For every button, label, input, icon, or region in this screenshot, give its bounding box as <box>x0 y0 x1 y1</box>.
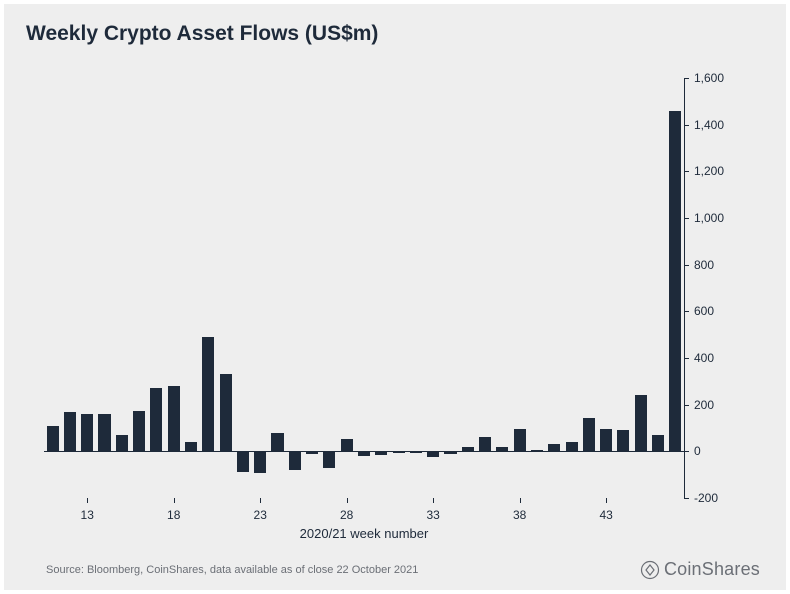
bar <box>444 451 456 454</box>
x-tick-label: 23 <box>254 508 267 522</box>
bar <box>237 451 249 472</box>
bar <box>98 414 110 451</box>
bar <box>306 451 318 453</box>
bar <box>47 426 59 452</box>
bar <box>289 451 301 470</box>
x-tick-label: 13 <box>81 508 94 522</box>
bar <box>81 414 93 451</box>
bar <box>479 437 491 451</box>
x-tick <box>433 498 434 503</box>
y-tick-label: -200 <box>694 491 718 505</box>
bar <box>150 388 162 451</box>
y-tick-label: 1,200 <box>694 164 724 178</box>
bar <box>410 451 422 453</box>
y-tick <box>684 358 689 359</box>
bar <box>116 435 128 451</box>
bar <box>600 429 612 451</box>
x-tick-label: 38 <box>513 508 526 522</box>
brand-icon <box>640 560 660 580</box>
bar <box>375 451 387 455</box>
bar <box>635 395 647 451</box>
x-tick <box>260 498 261 503</box>
y-tick-label: 200 <box>694 398 714 412</box>
y-tick-label: 1,000 <box>694 211 724 225</box>
bar <box>323 451 335 467</box>
x-tick-label: 18 <box>167 508 180 522</box>
bar <box>271 433 283 452</box>
bar <box>514 429 526 451</box>
y-tick <box>684 265 689 266</box>
x-tick-label: 28 <box>340 508 353 522</box>
y-tick <box>684 125 689 126</box>
bar <box>358 451 370 456</box>
y-tick <box>684 405 689 406</box>
y-tick <box>684 171 689 172</box>
brand-logo: CoinShares <box>640 559 760 580</box>
bar <box>548 444 560 451</box>
y-tick <box>684 451 689 452</box>
y-tick <box>684 311 689 312</box>
bar <box>168 386 180 451</box>
x-tick <box>606 498 607 503</box>
y-tick-label: 1,600 <box>694 71 724 85</box>
bar <box>393 451 405 453</box>
bar <box>496 447 508 452</box>
bar <box>617 430 629 451</box>
bar <box>220 374 232 451</box>
y-tick <box>684 498 689 499</box>
chart-title: Weekly Crypto Asset Flows (US$m) <box>26 22 378 46</box>
plot-area: -20002004006008001,0001,2001,4001,600131… <box>44 78 684 498</box>
y-tick-label: 1,400 <box>694 118 724 132</box>
bar <box>669 111 681 452</box>
y-axis <box>684 78 685 498</box>
bar <box>64 412 76 452</box>
bar <box>427 451 439 457</box>
source-note: Source: Bloomberg, CoinShares, data avai… <box>46 564 418 576</box>
x-tick-label: 43 <box>599 508 612 522</box>
x-tick <box>87 498 88 503</box>
chart-container: Weekly Crypto Asset Flows (US$m) -200020… <box>0 0 790 594</box>
y-tick-label: 400 <box>694 351 714 365</box>
x-tick <box>174 498 175 503</box>
y-tick-label: 600 <box>694 304 714 318</box>
x-tick <box>347 498 348 503</box>
y-tick-label: 0 <box>694 444 701 458</box>
bar <box>185 442 197 451</box>
bar <box>462 447 474 452</box>
chart-panel: Weekly Crypto Asset Flows (US$m) -200020… <box>4 4 786 590</box>
bar <box>531 450 543 451</box>
chart-area: -20002004006008001,0001,2001,4001,600131… <box>44 78 724 498</box>
y-tick <box>684 218 689 219</box>
bar <box>583 418 595 452</box>
y-tick <box>684 78 689 79</box>
bar <box>202 337 214 451</box>
x-tick-label: 33 <box>427 508 440 522</box>
x-tick <box>520 498 521 503</box>
bar <box>566 442 578 451</box>
brand-text: CoinShares <box>664 559 760 580</box>
x-axis-title: 2020/21 week number <box>300 526 429 541</box>
bar <box>652 435 664 451</box>
y-tick-label: 800 <box>694 258 714 272</box>
bar <box>341 439 353 452</box>
bar <box>254 451 266 473</box>
bar <box>133 411 145 452</box>
